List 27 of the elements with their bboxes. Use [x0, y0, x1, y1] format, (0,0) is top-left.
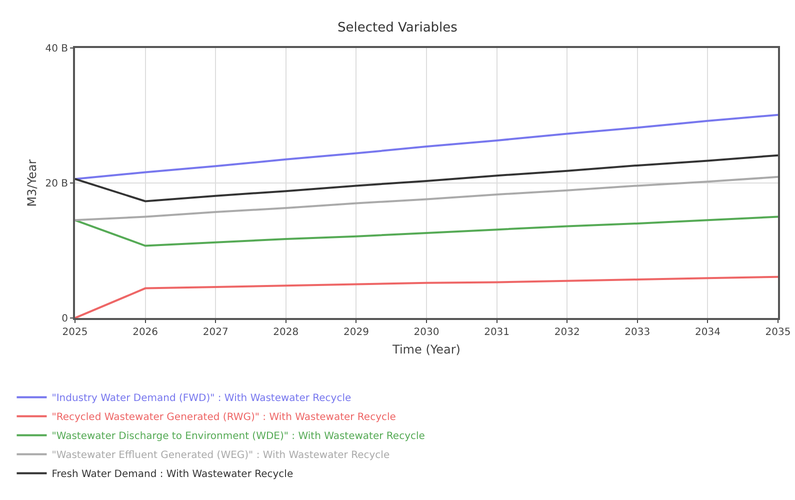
legend-label: "Industry Water Demand (FWD)" : With Wastewater Recycle: [52, 393, 352, 404]
legend-label: "Wastewater Effluent Generated (WEG)" : With Wastewater Recycle: [52, 450, 390, 462]
x-tick-label: 2034: [694, 327, 720, 338]
chart-title: Selected Variables: [338, 20, 458, 36]
x-tick-label: 2031: [484, 327, 510, 338]
x-tick-label: 2033: [624, 327, 650, 338]
y-tick-label: 0: [62, 314, 68, 324]
x-tick-label: 2025: [62, 327, 88, 338]
line-series: [75, 176, 778, 222]
y-tick-label: 40 B: [45, 44, 68, 54]
y-axis-title: M3/Year: [25, 159, 40, 207]
legend-label: "Wastewater Discharge to Environment (WDE)" : With Wastewater Recycle: [52, 431, 425, 442]
legend-label: Fresh Water Demand : With Wastewater Recycle: [52, 469, 294, 480]
line-series: [75, 276, 778, 318]
x-tick-label: 2030: [414, 327, 440, 338]
y-tick-label: 20 B: [45, 178, 68, 190]
x-axis-title: Time (Year): [392, 342, 460, 356]
x-tick-label: 2032: [554, 327, 580, 338]
x-tick-label: 2028: [273, 327, 299, 338]
x-tick-label: 2035: [765, 327, 791, 338]
x-tick-label: 2027: [202, 327, 228, 338]
line-series: [75, 154, 778, 202]
x-tick-label: 2029: [343, 327, 369, 338]
x-tick-label: 2026: [132, 327, 158, 338]
line-series: [75, 114, 778, 180]
line-series: [75, 216, 778, 247]
legend-label: "Recycled Wastewater Generated (RWG)" : With Wastewater Recycle: [52, 412, 396, 424]
